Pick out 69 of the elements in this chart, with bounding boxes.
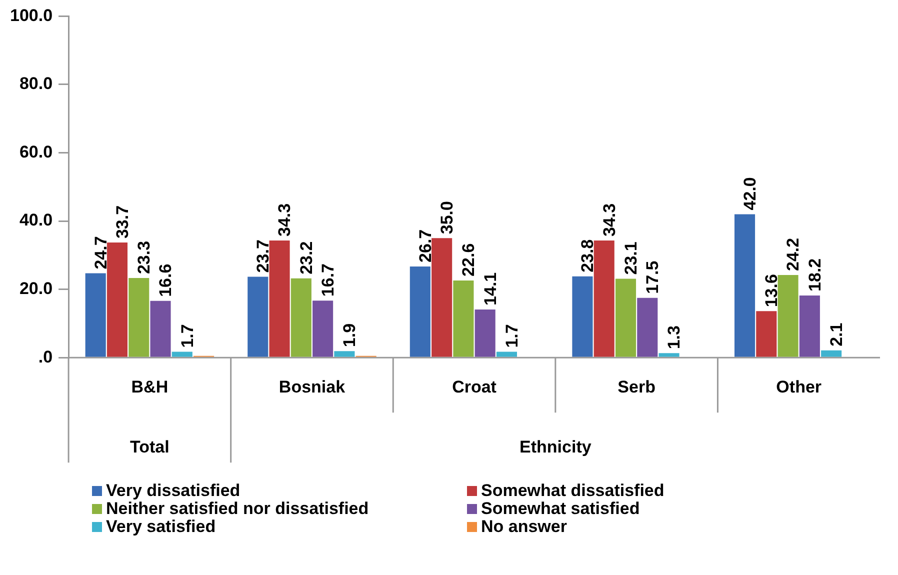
data-label: 23.7 [254,240,273,273]
legend-label: Very satisfied [106,517,216,537]
bar [594,240,614,357]
data-label: 16.7 [318,263,338,297]
bar [410,266,430,357]
x-tick-label: Bosniak [278,377,346,396]
bar [172,352,192,357]
bar [269,240,290,357]
bar [799,295,820,357]
bar [334,351,355,357]
bar [615,278,636,357]
data-label: 16.6 [156,264,176,297]
bar [312,300,334,357]
data-label: 23.1 [621,242,640,275]
bar [496,352,518,357]
data-label: 23.8 [578,239,598,272]
bar [778,274,798,357]
legend-label: No answer [481,517,567,537]
data-label: 26.7 [416,229,435,262]
y-tick-label: 80.0 [19,74,53,94]
data-label: 42.0 [740,177,760,210]
bar [85,273,106,357]
data-label: 17.5 [643,260,662,294]
legend-label: Somewhat dissatisfied [481,481,664,501]
bar [658,353,680,357]
y-tick-label: 100.0 [10,6,53,25]
bar [106,242,128,357]
data-label: 13.6 [762,274,782,308]
x-tick-label: Croat [452,377,497,396]
data-label: 23.2 [296,241,316,274]
bar [572,276,593,357]
legend-label: Somewhat satisfied [481,499,640,519]
bar [432,238,452,357]
bar [453,280,474,357]
legend-label: Neither satisfied nor dissatisfied [106,499,369,519]
data-label: 24.2 [784,238,803,271]
data-label: 24.7 [91,236,110,270]
bar [290,278,312,357]
y-tick-label: 60.0 [19,142,53,162]
bar [248,276,268,357]
bar [821,350,842,357]
data-label: 18.2 [805,258,824,292]
data-label: 23.3 [134,240,154,274]
data-label: 33.7 [112,205,132,239]
text: Total [130,437,170,456]
data-label: 34.3 [600,203,619,236]
data-label: 35.0 [438,201,456,234]
bar [734,214,756,357]
bar [756,311,777,357]
y-tick-label: 40.0 [19,210,53,230]
bar [637,298,658,357]
data-label: 34.3 [275,203,294,236]
data-label: 14.1 [480,272,500,306]
bar [150,300,171,357]
text: Ethnicity [520,437,592,456]
bar [474,309,496,357]
data-label: 1.7 [502,324,522,348]
x-tick-label: Serb [618,377,656,396]
data-label: 1.7 [178,324,197,348]
y-tick-label: 20.0 [19,279,53,298]
x-tick-label: B&H [131,377,168,396]
bar [128,278,150,357]
data-label: 22.6 [459,243,478,276]
y-tick-label: .0 [38,347,53,366]
data-label: 1.3 [664,326,684,350]
data-label: 1.9 [340,323,360,348]
legend-label: Very dissatisfied [106,481,240,501]
x-tick-label: Other [776,377,822,396]
data-label: 2.1 [827,322,846,346]
